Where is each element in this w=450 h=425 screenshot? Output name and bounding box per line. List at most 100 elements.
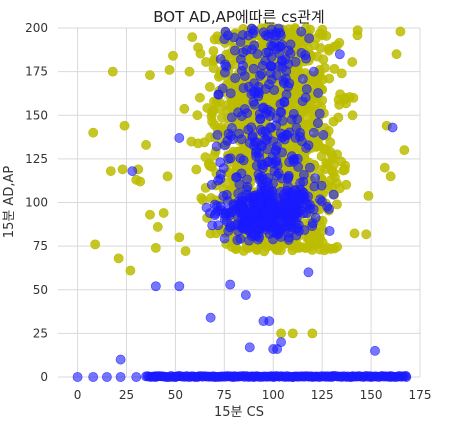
scatter-point <box>215 54 226 64</box>
scatter-point <box>323 43 334 54</box>
scatter-point <box>208 46 219 56</box>
scatter-point <box>248 63 259 74</box>
scatter-point <box>401 372 412 382</box>
scatter-point <box>297 73 308 84</box>
scatter-point <box>283 232 294 243</box>
scatter-point <box>289 200 300 211</box>
scatter-point <box>332 40 342 51</box>
scatter-point <box>115 372 126 382</box>
scatter-point <box>152 222 163 232</box>
scatter-point <box>332 199 342 210</box>
scatter-point <box>145 70 155 81</box>
scatter-point <box>251 207 261 218</box>
scatter-point <box>211 141 222 152</box>
scatter-point <box>258 103 269 114</box>
scatter-point <box>253 169 264 180</box>
scatter-point <box>307 372 318 382</box>
scatter-point <box>213 175 224 186</box>
scatter-point <box>399 145 410 156</box>
scatter-point <box>220 67 230 78</box>
scatter-point <box>113 253 124 264</box>
data-points <box>72 23 412 382</box>
scatter-point <box>205 81 215 92</box>
scatter-point <box>227 123 237 133</box>
x-axis-label: 15분 CS <box>214 405 264 420</box>
scatter-point <box>221 216 232 227</box>
scatter-point <box>282 173 293 184</box>
scatter-point <box>248 140 259 151</box>
scatter-point <box>241 45 252 55</box>
scatter-point <box>316 151 327 162</box>
scatter-point <box>209 372 220 382</box>
scatter-point <box>307 328 318 339</box>
scatter-point <box>180 246 191 257</box>
scatter-point <box>361 229 372 240</box>
scatter-point <box>291 122 302 133</box>
scatter-point <box>150 281 161 292</box>
scatter-point <box>90 239 101 250</box>
scatter-point <box>341 179 352 190</box>
scatter-point <box>174 281 185 292</box>
scatter-point <box>225 279 236 290</box>
scatter-point <box>236 134 247 145</box>
scatter-point <box>329 159 339 170</box>
y-tick-label: 50 <box>33 283 48 297</box>
scatter-point <box>212 129 223 140</box>
scatter-point <box>314 108 325 119</box>
scatter-point <box>265 188 276 198</box>
scatter-point <box>260 126 271 137</box>
scatter-point <box>266 40 277 51</box>
scatter-point <box>276 337 286 347</box>
scatter-point <box>327 372 337 382</box>
scatter-point <box>274 61 284 72</box>
scatter-point <box>285 39 296 50</box>
scatter-point <box>174 133 185 143</box>
scatter-point <box>292 114 303 125</box>
scatter-point <box>264 79 274 90</box>
scatter-point <box>264 111 275 121</box>
y-tick-label: 100 <box>25 196 48 210</box>
scatter-point <box>236 111 247 121</box>
scatter-point <box>254 152 265 163</box>
scatter-point <box>145 209 155 220</box>
scatter-point <box>230 45 240 56</box>
scatter-point <box>223 153 234 164</box>
scatter-point <box>317 30 328 40</box>
scatter-point <box>349 228 360 239</box>
scatter-point <box>313 88 323 98</box>
scatter-point <box>370 345 380 356</box>
scatter-point <box>290 56 301 67</box>
scatter-point <box>207 106 218 116</box>
scatter-point <box>276 186 286 197</box>
scatter-point <box>222 135 233 146</box>
x-tick-label: 100 <box>262 388 285 402</box>
scatter-point <box>246 23 257 34</box>
scatter-point <box>335 89 346 100</box>
scatter-point <box>191 164 202 175</box>
scatter-point <box>334 49 345 60</box>
scatter-point <box>385 171 396 182</box>
x-tick-label: 50 <box>168 388 183 402</box>
scatter-point <box>226 112 237 123</box>
scatter-point <box>150 242 161 253</box>
x-tick-label: 175 <box>409 388 432 402</box>
scatter-point <box>170 372 181 382</box>
scatter-point <box>296 26 307 37</box>
scatter-point <box>282 130 293 140</box>
scatter-point <box>276 328 286 339</box>
scatter-point <box>141 140 151 150</box>
scatter-point <box>301 84 312 95</box>
scatter-point <box>162 171 173 182</box>
scatter-point <box>328 189 339 200</box>
scatter-point <box>127 166 138 176</box>
scatter-point <box>277 202 288 212</box>
scatter-point <box>252 49 263 59</box>
scatter-point <box>307 218 318 229</box>
scatter-point <box>287 328 298 339</box>
scatter-point <box>237 192 247 202</box>
scatter-point <box>222 196 233 207</box>
scatter-point <box>297 96 308 107</box>
scatter-point <box>272 170 283 181</box>
scatter-point <box>199 137 210 148</box>
scatter-point <box>268 372 279 382</box>
